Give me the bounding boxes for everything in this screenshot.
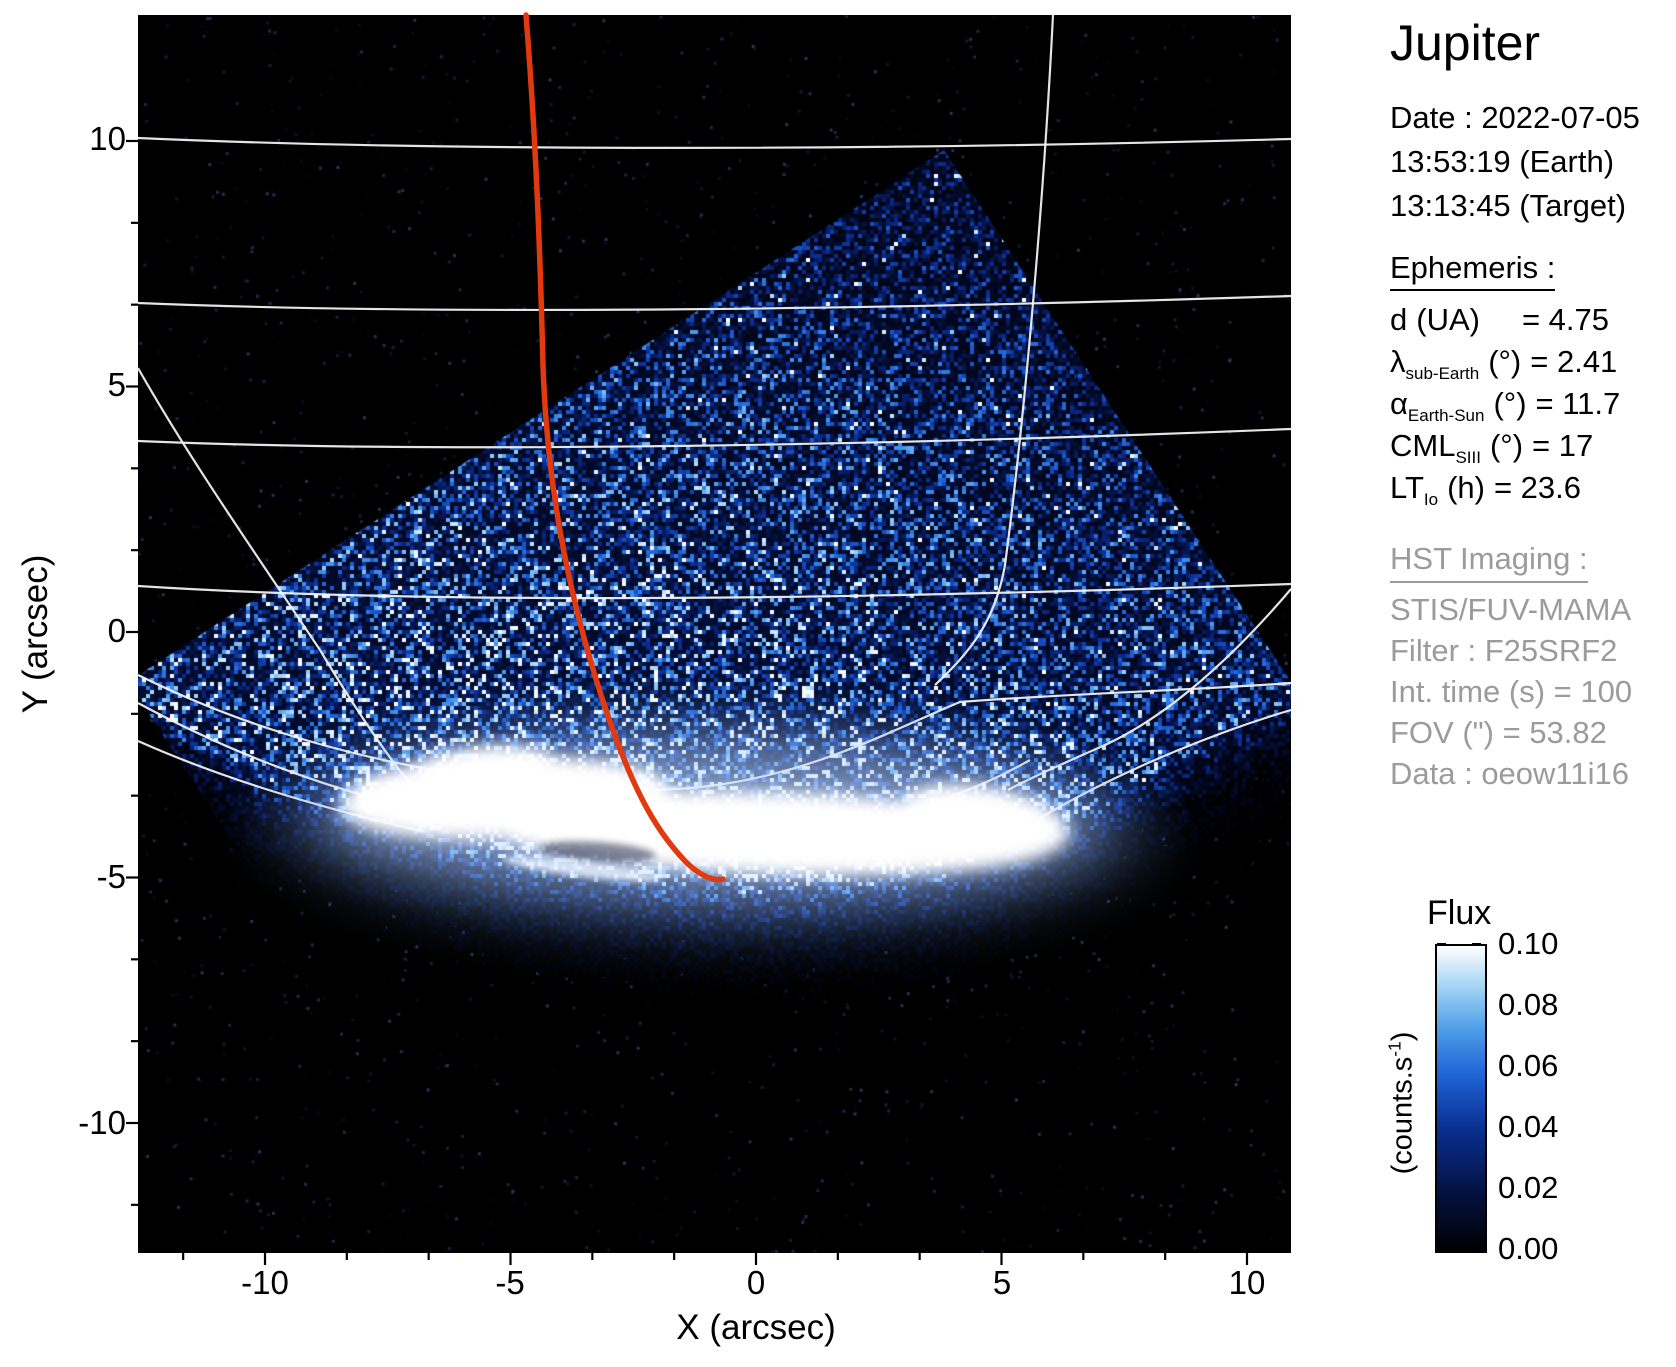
unit-close: ) [1386,1032,1418,1042]
y-tick-label: -5 [30,858,126,896]
y-axis-label: Y (arcsec) [16,555,56,714]
colorbar-tick-label: 0.08 [1498,987,1558,1023]
ephemeris-row-phase-angle: αEarth-Sun (°) = 11.7 [1390,383,1620,425]
x-tick-label: 10 [1229,1264,1266,1302]
eph-symbol: LT [1390,470,1424,505]
x-tick-label: 0 [747,1264,765,1302]
eph-value: = 23.6 [1494,470,1581,505]
hst-fov: FOV (") = 53.82 [1390,712,1632,753]
eph-value: = 17 [1532,428,1593,463]
eph-unit: (°) [1488,344,1521,379]
ephemeris-row-subearth-lat: λsub-Earth (°) = 2.41 [1390,341,1620,383]
ephemeris-row-cml: CMLSIII (°) = 17 [1390,425,1620,467]
y-tick-label: 10 [30,120,126,158]
unit-exponent: -1 [1385,1041,1405,1056]
eph-symbol: d [1390,302,1407,337]
colorbar [1435,944,1487,1253]
eph-symbol: α [1390,386,1408,421]
hst-int-time: Int. time (s) = 100 [1390,671,1632,712]
eph-symbol: CML [1390,428,1455,463]
observation-time-target: 13:13:45 (Target) [1390,184,1640,228]
colorbar-title: Flux [1427,894,1491,933]
ephemeris-row-distance: d (UA) = 4.75 [1390,299,1620,341]
ephemeris-heading: Ephemeris : [1390,250,1555,291]
eph-value: = 2.41 [1530,344,1617,379]
eph-value: = 11.7 [1536,386,1621,421]
colorbar-tick-label: 0.02 [1498,1170,1558,1206]
aurora-oval [258,702,1162,948]
hst-instrument: STIS/FUV-MAMA [1390,589,1632,630]
observation-date: Date : 2022-07-05 [1390,96,1640,140]
y-tick-label: -10 [30,1104,126,1142]
x-tick-label: 5 [993,1264,1011,1302]
colorbar-tick-label: 0.00 [1498,1231,1558,1267]
eph-symbol: λ [1390,344,1406,379]
eph-value: = 4.75 [1522,302,1609,337]
observation-block: Date : 2022-07-05 13:53:19 (Earth) 13:13… [1390,96,1640,228]
figure-page: { "title": "Jupiter", "observation": { "… [0,0,1676,1367]
x-axis-label: X (arcsec) [676,1308,835,1348]
hst-filter: Filter : F25SRF2 [1390,630,1632,671]
eph-unit: (°) [1490,428,1523,463]
unit-text: (counts.s [1386,1057,1418,1175]
eph-subscript: Earth-Sun [1408,406,1485,425]
eph-unit: (°) [1493,386,1526,421]
eph-unit: (h) [1447,470,1485,505]
colorbar-tick-label: 0.06 [1498,1048,1558,1084]
eph-subscript: Io [1424,490,1438,509]
hst-imaging-block: HST Imaging : STIS/FUV-MAMA Filter : F25… [1390,538,1632,794]
hst-heading: HST Imaging : [1390,538,1588,583]
eph-subscript: sub-Earth [1406,364,1480,383]
y-tick-label: 5 [30,366,126,404]
hst-data-id: Data : oeow11i16 [1390,753,1632,794]
x-tick-label: -5 [495,1264,524,1302]
x-tick-label: -10 [241,1264,289,1302]
colorbar-unit-label: (counts.s-1) [1385,1032,1420,1175]
observation-time-earth: 13:53:19 (Earth) [1390,140,1640,184]
ephemeris-block: Ephemeris : d (UA) = 4.75 λsub-Earth (°) = 2… [1390,250,1620,509]
colorbar-tick-label: 0.04 [1498,1109,1558,1145]
ephemeris-row-io-localtime: LTIo (h) = 23.6 [1390,467,1620,509]
eph-unit: (UA) [1416,302,1480,337]
colorbar-tick-label: 0.10 [1498,926,1558,962]
eph-subscript: SIII [1455,448,1481,467]
page-title: Jupiter [1390,14,1540,72]
